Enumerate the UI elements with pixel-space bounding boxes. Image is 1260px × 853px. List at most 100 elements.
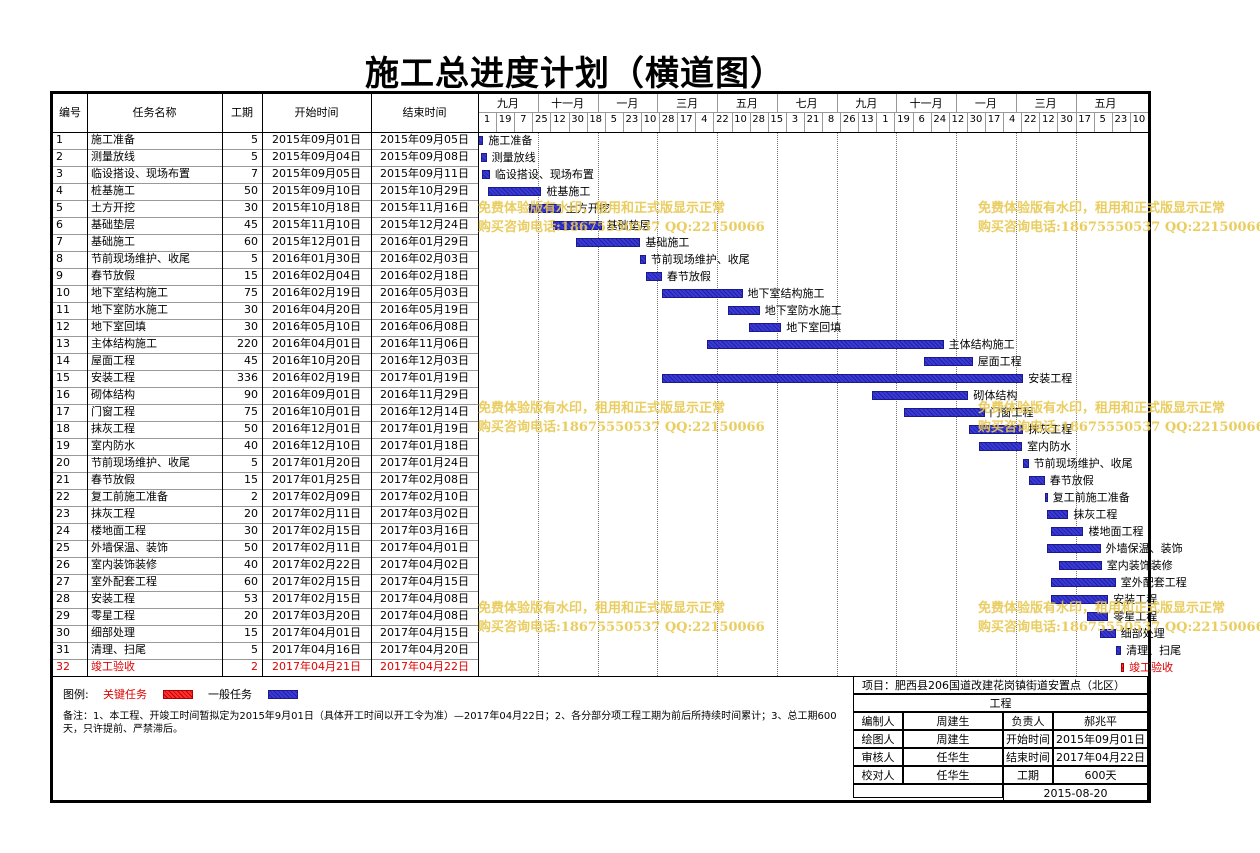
task-name: 室外配套工程 [91,575,157,588]
tick-divider [604,112,606,132]
tick-label: 23 [1114,114,1128,125]
task-end: 2017年04月02日 [380,558,469,571]
month-gridline [896,132,898,676]
info-cell: 绘图人 [853,730,903,748]
task-start: 2016年04月01日 [272,337,361,350]
task-name: 节前现场维护、收尾 [91,252,190,265]
gantt-frame: 编号 任务名称 工期 开始时间 结束时间 1 19 7 25 12 30 18 5 23 10 28 17 4 22… [50,91,1260,803]
header-end: 结束时间 [402,106,447,119]
info-cell: 周建生 [903,730,1003,748]
tick-divider [695,112,697,132]
task-start: 2016年09月01日 [272,388,361,401]
tick-label: 24 [933,114,947,125]
gantt-bar [1086,612,1109,621]
tick-label: 28 [661,114,675,125]
task-name: 楼地面工程 [91,524,146,537]
month-label: 十一月 [551,97,585,110]
task-id: 27 [56,575,70,588]
tick-label: 10 [643,114,657,125]
gantt-bar [553,221,602,230]
notes-text: 备注：1、本工程、开竣工时间暂拟定为2015年9月01日（具体开工时间以开工令为… [63,711,837,735]
bar-label: 施工准备 [488,134,533,147]
column-line [222,94,223,676]
tick-divider [840,112,842,132]
header-id: 编号 [59,106,81,119]
task-id: 26 [56,558,70,571]
task-duration: 60 [244,575,258,588]
task-name: 测量放线 [91,150,135,163]
row-line [53,659,478,660]
task-duration: 45 [244,354,258,367]
gantt-bar [481,153,487,162]
task-id: 12 [56,320,70,333]
tick-divider [1039,112,1041,132]
tick-divider [677,112,679,132]
tick-label: 30 [969,114,983,125]
task-end: 2016年11月29日 [380,388,469,401]
task-id: 18 [56,422,70,435]
task-end: 2017年04月08日 [380,592,469,605]
task-duration: 5 [251,150,258,163]
tick-divider [930,112,932,132]
task-end: 2015年10月29日 [380,184,469,197]
task-id: 24 [56,524,70,537]
legend-normal-label: 一般任务 [208,688,252,701]
task-duration: 336 [237,371,258,384]
project-name: 项目：肥西县206国道改建花岗镇街道安置点（北区） [853,676,1148,694]
task-id: 17 [56,405,70,418]
task-duration: 40 [244,439,258,452]
task-name: 地下室结构施工 [91,286,168,299]
tick-divider [1093,112,1095,132]
task-name: 土方开挖 [91,201,135,214]
task-duration: 15 [244,269,258,282]
gantt-bar [661,289,743,298]
month-divider [1015,94,1017,112]
month-divider [597,94,599,112]
month-gridline [776,132,778,676]
tick-label: 28 [752,114,766,125]
gantt-bar [1046,510,1069,519]
row-line [53,438,478,439]
task-id: 19 [56,439,70,452]
tick-divider [622,112,624,132]
task-duration: 2 [251,490,258,503]
info-blank [853,784,1003,798]
bar-label: 竣工验收 [1129,661,1174,674]
month-label: 九月 [496,97,519,110]
gantt-bar [1044,493,1048,502]
task-duration: 30 [244,201,258,214]
tick-divider [532,112,534,132]
task-name: 桩基施工 [91,184,135,197]
row-line [53,472,478,473]
bar-label: 土方开挖 [565,202,610,215]
task-name: 春节放假 [91,473,135,486]
gantt-bar [749,323,782,332]
project-suffix: 工程 [853,694,1148,712]
bar-label: 地下室防水施工 [764,304,842,317]
task-duration: 20 [244,507,258,520]
bar-label: 主体结构施工 [948,338,1015,351]
gantt-bar [1099,629,1116,638]
task-end: 2015年09月11日 [380,167,469,180]
watermark: 免费体验版有水印，租用和正式版显示正常 购买咨询电话:18675550537 QQ… [478,599,765,637]
row-line [53,149,478,150]
row-line [53,387,478,388]
task-duration: 50 [244,541,258,554]
tick-label: 5 [610,114,617,125]
task-end: 2017年04月01日 [380,541,469,554]
tick-divider [822,112,824,132]
row-line [53,319,478,320]
gantt-bar [640,255,646,264]
task-end: 2016年05月03日 [380,286,469,299]
task-name: 基础施工 [91,235,135,248]
task-duration: 5 [251,643,258,656]
month-label: 五月 [735,97,758,110]
tick-divider [1021,112,1023,132]
task-name: 门窗工程 [91,405,135,418]
task-start: 2017年02月11日 [272,541,361,554]
month-gridline [836,132,838,676]
tick-divider [767,112,769,132]
task-start: 2015年10月18日 [272,201,361,214]
task-start: 2015年09月04日 [272,150,361,163]
tick-divider [966,112,968,132]
